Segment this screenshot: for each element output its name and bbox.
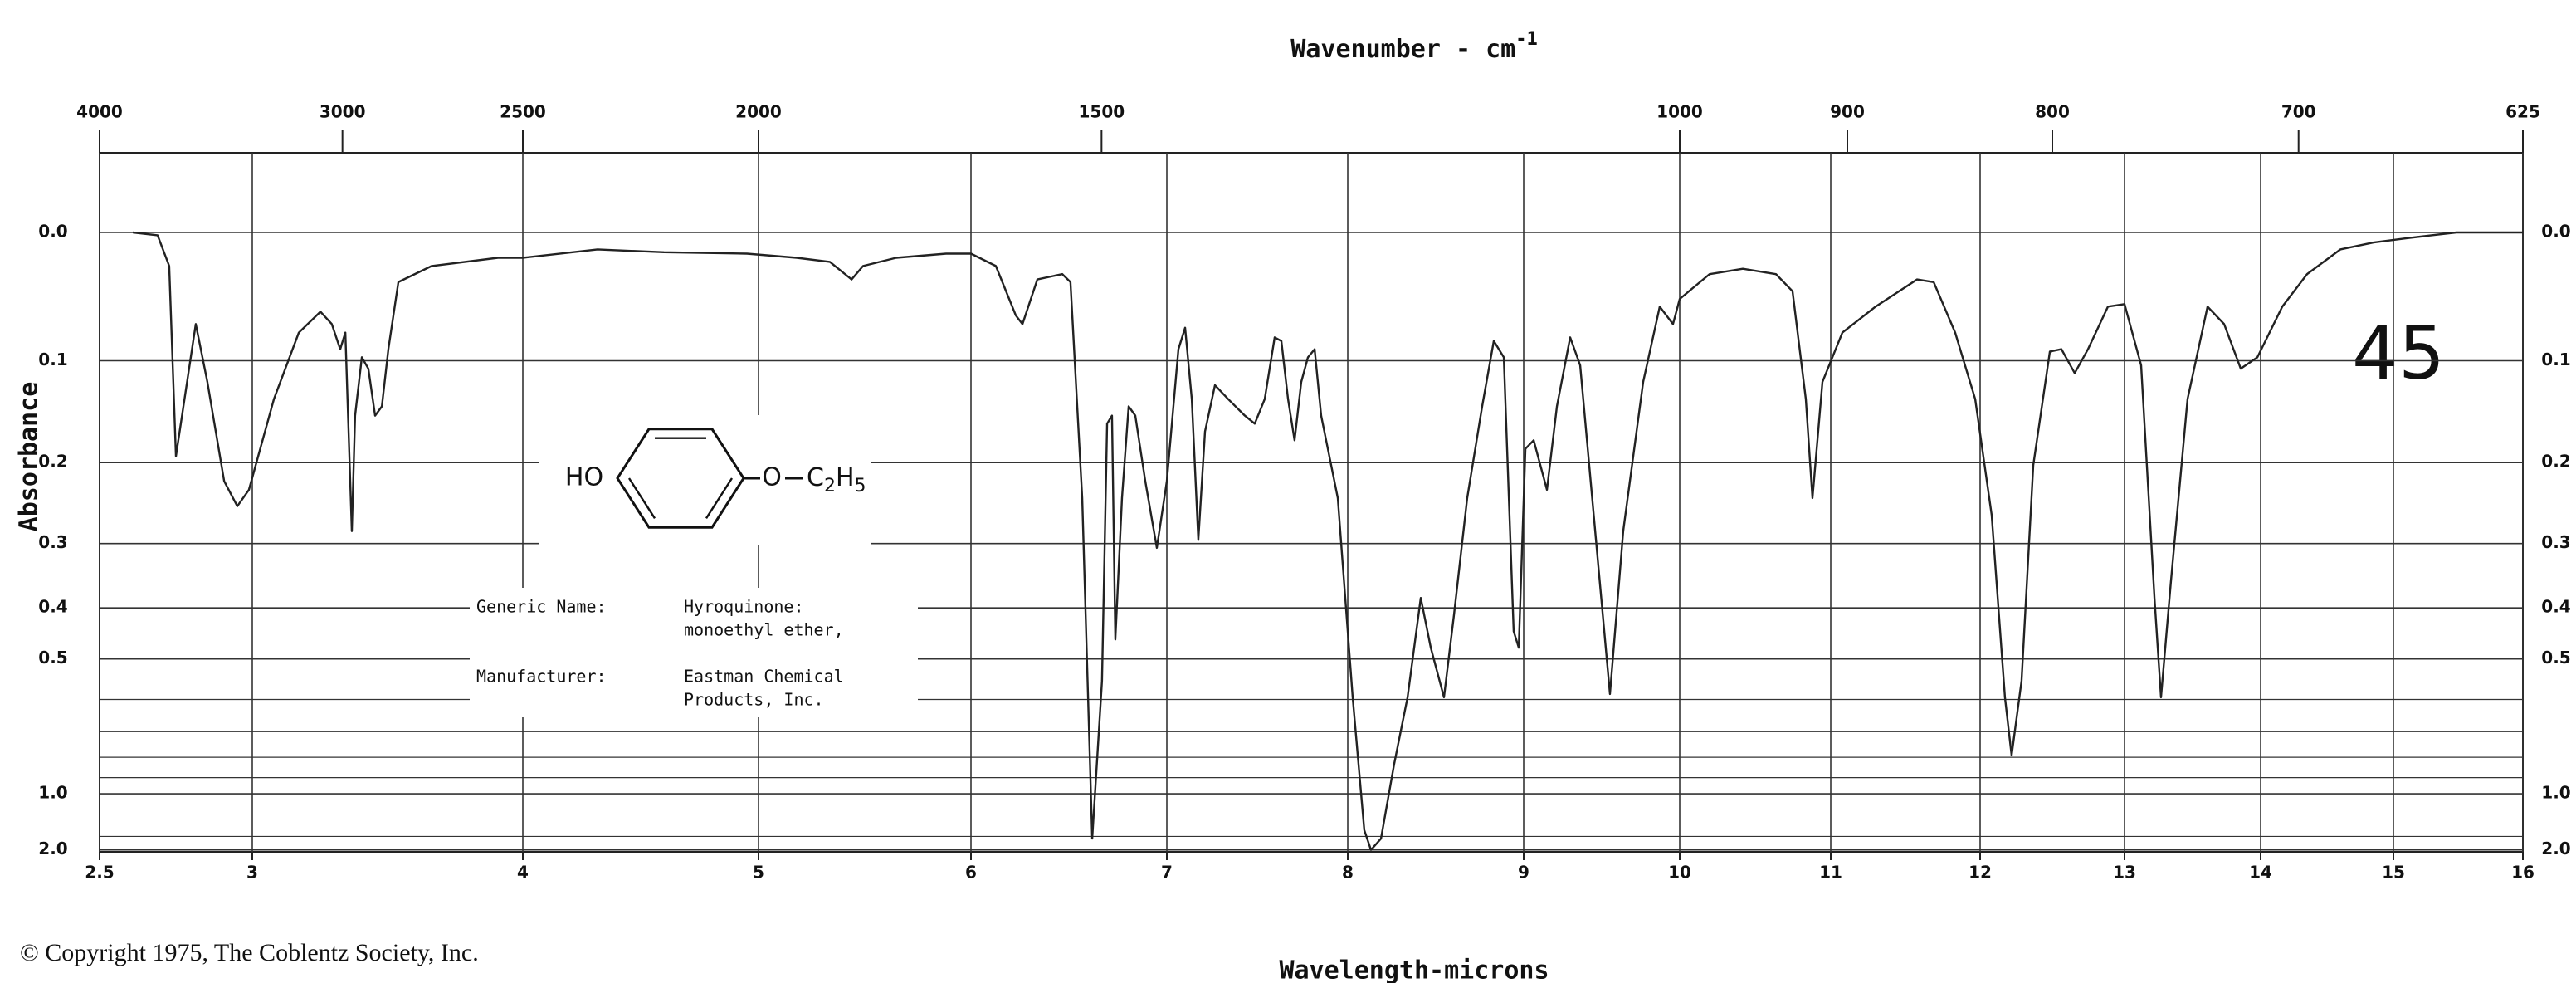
x-tick-label: 2.5	[85, 863, 114, 883]
top-tick-label: 1500	[1078, 102, 1125, 122]
x-axis-label: Wavelength-microns	[1279, 956, 1549, 983]
y-tick-label-right: 0.2	[2541, 452, 2570, 472]
y-tick-label: 0.5	[38, 648, 67, 668]
copyright: © Copyright 1975, The Coblentz Society, …	[20, 939, 479, 966]
x-tick-label: 4	[517, 863, 529, 883]
x-tick-label: 6	[965, 863, 977, 883]
top-tick-label: 2000	[735, 102, 782, 122]
structure-group-part: H	[836, 463, 855, 492]
x-tick-label: 11	[1819, 863, 1842, 883]
top-tick-label: 2500	[500, 102, 546, 122]
structure-group: C2H5	[807, 463, 866, 497]
top-axis-label: Wavenumber - cm-1	[1290, 29, 1537, 64]
x-tick-label: 7	[1161, 863, 1173, 883]
spectrum-line	[132, 231, 2523, 851]
x-tick-label: 16	[2511, 863, 2535, 883]
ring-double-bond	[627, 477, 656, 519]
structure-backdrop	[539, 415, 871, 545]
y-tick-label-right: 0.4	[2541, 597, 2570, 617]
x-tick-label: 8	[1342, 863, 1354, 883]
top-tick-label: 700	[2281, 102, 2316, 122]
benzene-ring	[616, 428, 745, 529]
y-tick-label: 0.4	[38, 597, 67, 617]
y-tick-label-right: 1.0	[2541, 783, 2570, 803]
ring-double-bond	[705, 477, 734, 519]
top-tick-label: 1000	[1656, 102, 1703, 122]
x-tick-label: 9	[1518, 863, 1530, 883]
structure-group-part: 2	[824, 476, 836, 496]
y-tick-label: 0.2	[38, 452, 67, 472]
y-tick-label: 0.0	[38, 222, 67, 242]
y-tick-label-right: 0.3	[2541, 532, 2570, 552]
x-tick-label: 12	[1969, 863, 1992, 883]
top-tick-label: 800	[2035, 102, 2070, 122]
info-value: monoethyl ether,	[684, 620, 844, 640]
y-tick-label-right: 0.5	[2541, 648, 2570, 668]
info-value: Hyroquinone:	[684, 597, 804, 617]
x-tick-label: 14	[2249, 863, 2272, 883]
y-tick-label: 2.0	[38, 839, 67, 858]
y-tick-label: 0.3	[38, 532, 67, 552]
info-backdrop	[470, 588, 918, 717]
spectrum-number: 45	[2352, 311, 2445, 396]
y-tick-label: 0.1	[38, 350, 67, 369]
structure-right: O	[762, 463, 782, 492]
x-tick-label: 10	[1668, 863, 1691, 883]
info-label: Generic Name:	[476, 597, 607, 617]
top-axis-label-text: Wavenumber - cm	[1290, 35, 1515, 64]
top-axis-label-sup: -1	[1515, 29, 1538, 50]
top-tick-label: 4000	[76, 102, 123, 122]
x-tick-label: 13	[2113, 863, 2136, 883]
top-tick-label: 900	[1830, 102, 1865, 122]
structure-group-part: C	[807, 463, 824, 492]
info-value: Products, Inc.	[684, 690, 824, 710]
y-tick-label-right: 0.1	[2541, 350, 2570, 369]
y-tick-label-right: 0.0	[2541, 222, 2570, 242]
top-tick-label: 3000	[320, 102, 366, 122]
x-tick-label: 15	[2382, 863, 2405, 883]
plot-frame	[99, 152, 2524, 853]
y-tick-label: 1.0	[38, 783, 67, 803]
top-tick-label: 625	[2505, 102, 2540, 122]
info-value: Eastman Chemical	[684, 667, 844, 687]
y-tick-label-right: 2.0	[2541, 839, 2570, 858]
y-axis-label: Absorbance	[15, 382, 44, 532]
x-tick-label: 5	[753, 863, 764, 883]
structure-group-part: 5	[855, 476, 866, 496]
structure-left: HO	[565, 463, 603, 492]
info-label: Manufacturer:	[476, 667, 607, 687]
x-tick-label: 3	[246, 863, 258, 883]
